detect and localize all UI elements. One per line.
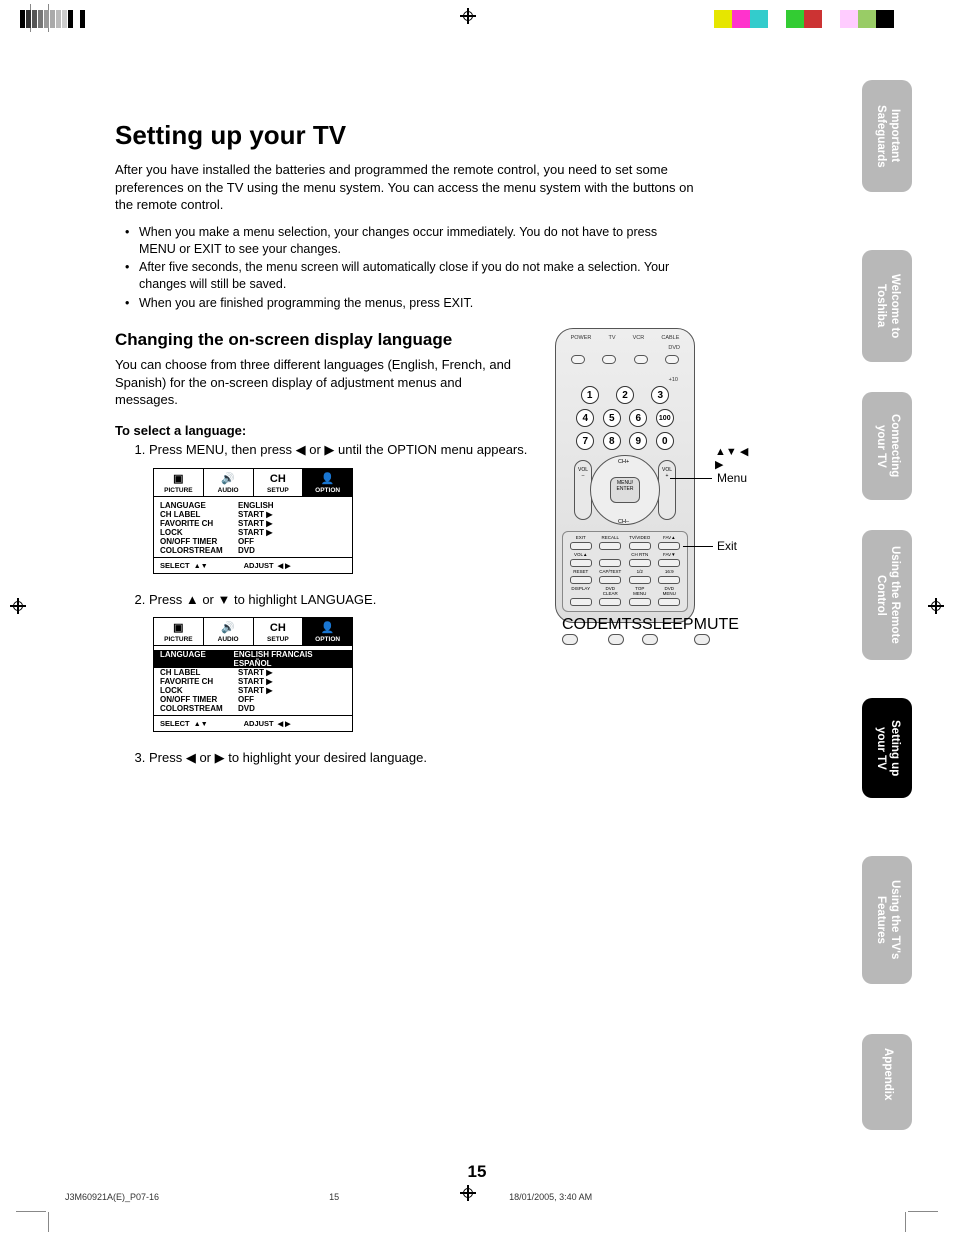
note-item: When you make a menu selection, your cha…	[129, 224, 695, 258]
callout-exit: Exit	[717, 539, 737, 553]
note-item: When you are finished programming the me…	[129, 295, 695, 312]
registration-greyscale	[20, 10, 86, 33]
crosshair-top	[460, 8, 476, 29]
crosshair-left	[10, 598, 26, 619]
notes-list: When you make a menu selection, your cha…	[115, 224, 695, 312]
osd-menu-2: ▣PICTURE🔊AUDIOCHSETUP👤OPTIONLANGUAGEENGL…	[153, 617, 353, 732]
menu-enter-button: MENU/ENTER	[610, 477, 640, 503]
note-item: After five seconds, the menu screen will…	[129, 259, 695, 293]
side-tab: Welcome to Toshiba	[862, 250, 912, 362]
osd-menu-1: ▣PICTURE🔊AUDIOCHSETUP👤OPTIONLANGUAGEENGL…	[153, 468, 353, 574]
footer-metadata: J3M60921A(E)_P07-16 15 18/01/2005, 3:40 …	[65, 1192, 914, 1202]
callout-arrows: ▲▼ ◀ ▶	[715, 445, 755, 471]
crosshair-right	[928, 598, 944, 619]
side-tab: Setting up your TV	[862, 698, 912, 798]
side-tab: Using the TV's Features	[862, 856, 912, 984]
page-title: Setting up your TV	[115, 120, 695, 151]
side-tab: Using the Remote Control	[862, 530, 912, 660]
page-number: 15	[0, 1162, 954, 1182]
side-tab: Important Safeguards	[862, 80, 912, 192]
section-paragraph: You can choose from three different lang…	[115, 356, 515, 409]
remote-illustration: POWERTVVCRCABLE DVD +10 123 456100 7890 …	[555, 328, 755, 623]
side-tab: Appendix	[862, 1034, 912, 1130]
registration-color	[714, 10, 894, 33]
step-3: Press ◀ or ▶ to highlight your desired l…	[149, 750, 695, 766]
callout-menu: Menu	[717, 471, 747, 485]
intro-paragraph: After you have installed the batteries a…	[115, 161, 695, 214]
side-tab: Connecting your TV	[862, 392, 912, 500]
